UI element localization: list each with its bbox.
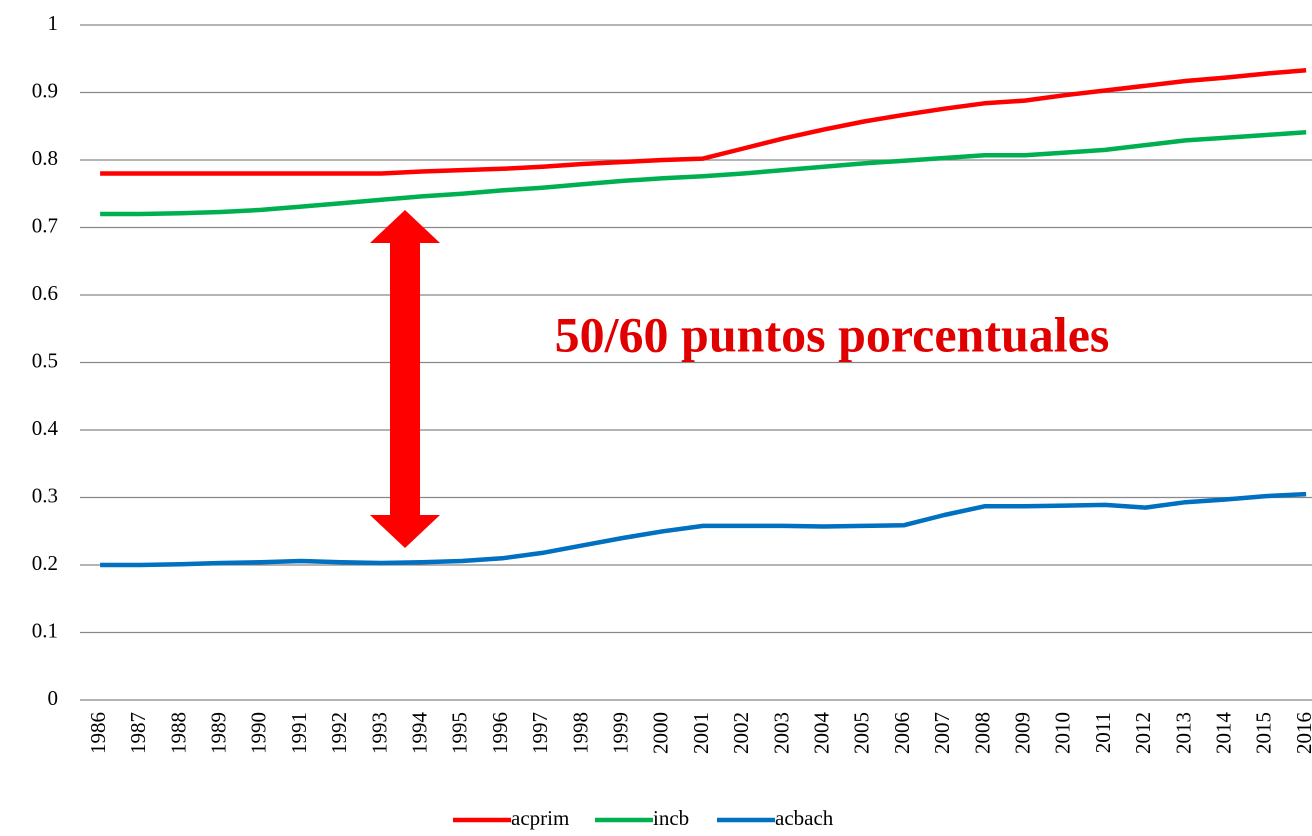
y-tick-label: 0.7 — [32, 213, 58, 237]
y-tick-label: 0 — [48, 686, 59, 710]
y-tick-label: 0.5 — [32, 348, 58, 372]
x-tick-label: 2005 — [850, 712, 874, 754]
x-tick-label: 2002 — [729, 712, 753, 754]
x-tick-label: 2004 — [810, 712, 834, 755]
x-tick-label: 1999 — [609, 712, 633, 754]
x-tick-label: 2016 — [1292, 712, 1312, 754]
series-line — [100, 130, 1307, 217]
x-tick-label: 2011 — [1091, 712, 1115, 753]
x-tick-label: 1997 — [528, 712, 552, 754]
x-tick-label: 1998 — [568, 712, 592, 754]
x-tick-label: 1987 — [126, 712, 150, 754]
x-tick-label: 1996 — [488, 712, 512, 754]
x-tick-label: 2015 — [1252, 712, 1276, 754]
x-tick-label: 2007 — [930, 712, 954, 754]
annotation: 50/60 puntos porcentuales — [555, 306, 1110, 362]
legend-label: acprim — [511, 806, 569, 830]
y-tick-label: 0.8 — [32, 146, 58, 170]
x-tick-label: 2013 — [1171, 712, 1195, 754]
y-tick-label: 0.6 — [32, 281, 58, 305]
x-tick-label: 1994 — [408, 712, 432, 755]
x-tick-label: 1993 — [367, 712, 391, 754]
y-tick-label: 0.4 — [32, 416, 59, 440]
y-tick-label: 0.1 — [32, 618, 58, 642]
x-tick-label: 2006 — [890, 712, 914, 754]
y-tick-label: 0.2 — [32, 551, 58, 575]
y-tick-label: 0.3 — [32, 483, 58, 507]
x-tick-label: 2009 — [1011, 712, 1035, 754]
series-line — [100, 491, 1307, 568]
x-tick-label: 2001 — [689, 712, 713, 754]
x-tick-label: 2003 — [769, 712, 793, 754]
legend-label: incb — [653, 806, 689, 830]
x-tick-label: 2008 — [970, 712, 994, 754]
x-tick-label: 1990 — [247, 712, 271, 754]
x-tick-label: 1986 — [86, 712, 110, 754]
double-arrow — [370, 210, 440, 548]
x-tick-label: 1989 — [207, 712, 231, 754]
y-tick-label: 0.9 — [32, 78, 58, 102]
x-tick-label: 2012 — [1131, 712, 1155, 754]
x-tick-label: 1988 — [166, 712, 190, 754]
x-tick-label: 2010 — [1051, 712, 1075, 754]
x-tick-label: 1992 — [327, 712, 351, 754]
y-tick-label: 1 — [48, 11, 59, 35]
x-tick-label: 1995 — [448, 712, 472, 754]
x-tick-label: 1991 — [287, 712, 311, 754]
x-tick-label: 2000 — [649, 712, 673, 754]
legend-label: acbach — [775, 806, 834, 830]
series-line — [100, 67, 1307, 176]
x-tick-label: 2014 — [1212, 712, 1236, 755]
